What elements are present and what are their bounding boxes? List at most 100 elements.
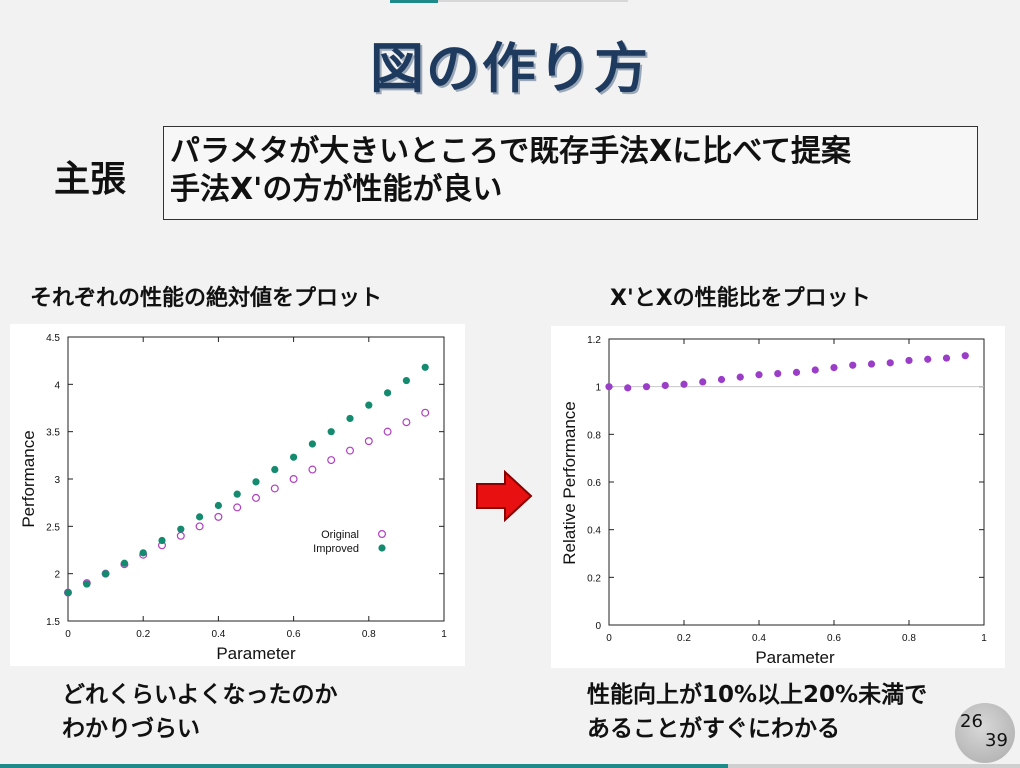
original-data-point [346,446,355,455]
y-tick-label: 1 [595,383,601,394]
relative-data-point [661,381,669,390]
original-data-point [176,531,185,540]
y-tick-label: 0.6 [587,478,601,489]
x-tick-label: 0 [65,629,71,640]
improved-data-point [346,414,354,423]
relative-data-point [849,361,857,369]
y-tick-label: 1.2 [587,335,601,346]
original-data-point [364,437,373,446]
legend-label-improved: Improved [313,543,359,555]
relative-data-point [624,384,632,392]
relative-performance-chart: 0 0.2 0.4 0.6 0.8 1 0 0.2 0.4 0.6 0.8 1 1.2 Paramete… [560,335,987,667]
legend-marker-original [378,530,387,539]
relative-data-point [924,355,932,363]
left-chart-panel: 0 0.2 0.4 0.6 0.8 1 1.5 2 2.5 3 3.5 4 4.5 Parameter … [10,324,465,666]
left-note-line-1: どれくらいよくなったのか [62,682,338,708]
original-data-point [289,475,298,484]
top-accent-bar [390,0,438,3]
y-tick-label: 0 [595,621,601,632]
legend-marker-improved [378,544,386,552]
improved-data-point [139,549,147,557]
relative-data-point [699,378,707,386]
improved-data-point [83,580,91,588]
slide-title: 図の作り方 [370,37,650,100]
x-tick-label: 0 [606,633,612,644]
x-tick-label: 1 [441,629,447,640]
y-tick-label: 0.4 [587,526,601,537]
y-tick-label: 3 [54,475,60,486]
y-tick-label: 1.5 [46,617,60,628]
relative-data-point [755,371,763,379]
x-axis-label: Parameter [216,644,296,663]
right-note-line-2: あることがすぐにわかる [587,716,840,742]
original-data-point [308,465,317,474]
y-tick-label: 4.5 [46,333,60,344]
relative-data-point [942,354,951,362]
x-tick-label: 0.8 [902,633,916,644]
improved-data-point [196,513,204,521]
improved-data-point [64,589,72,597]
improved-data-point [177,525,185,533]
y-axis-label: Performance [19,430,38,527]
page-badge [955,703,1015,763]
page-current: 26 [960,711,983,732]
footer-bar [728,764,1020,768]
right-chart-caption: X'とXの性能比をプロット [610,286,871,311]
y-tick-label: 4 [54,380,60,391]
relative-data-point [811,366,819,374]
x-tick-label: 0.6 [287,629,301,640]
right-chart-panel: 0 0.2 0.4 0.6 0.8 1 0 0.2 0.4 0.6 0.8 1 1.2 Paramete… [551,326,1005,668]
right-note-line-1: 性能向上が10%以上20%未満で [587,682,928,708]
x-tick-label: 0.4 [211,629,225,640]
right-note: 性能向上が10%以上20%未満で あることがすぐにわかる [587,678,927,746]
top-divider [438,0,628,2]
left-note: どれくらいよくなったのか わかりづらい [62,678,338,746]
improved-data-point [214,501,222,510]
improved-data-point [421,363,429,371]
relative-data-point [830,364,838,372]
x-tick-label: 0.2 [677,633,691,644]
performance-chart: 0 0.2 0.4 0.6 0.8 11.522.533.544.5 Parameter … [19,333,447,663]
footer-accent-bar [0,764,728,768]
x-tick-label: 0.2 [136,629,150,640]
claim-text-line-1: パラメタが大きいところで既存手法Xに比べて提案 [170,134,852,169]
original-data-point [270,484,279,493]
improved-data-point [384,389,392,397]
relative-data-point [605,383,613,391]
legend-label-original: Original [321,529,359,541]
original-data-point [195,522,204,531]
relative-data-point [717,375,726,384]
left-chart-caption: それぞれの性能の絶対値をプロット [30,286,383,311]
relative-data-point [792,368,801,376]
page-total: 39 [985,730,1008,751]
relative-data-point [961,352,969,360]
improved-data-point [120,559,128,567]
y-tick-label: 0.2 [587,573,601,584]
improved-data-point [271,465,279,474]
x-tick-label: 0.6 [827,633,841,644]
relative-data-point [736,373,744,381]
claim-label: 主張 [54,159,127,200]
relative-data-point [867,360,876,368]
relative-data-point [905,356,913,365]
x-tick-label: 1 [981,633,987,644]
original-data-point [383,427,392,436]
relative-data-point [680,380,688,388]
original-data-point [233,503,242,512]
improved-data-point [102,570,110,578]
improved-data-point [158,536,166,545]
y-tick-label: 2.5 [46,522,60,533]
right-arrow-icon [476,470,533,522]
y-tick-label: 3.5 [46,428,60,439]
improved-data-point [402,376,410,385]
relative-data-point [642,383,651,391]
improved-data-point [290,453,298,461]
x-axis-label: Parameter [755,648,835,667]
improved-data-point [233,490,241,498]
legend: Original Improved [313,529,387,555]
x-tick-label: 0.8 [362,629,376,640]
original-data-point [214,512,223,521]
improved-data-point [252,478,260,486]
original-data-point [421,408,430,417]
x-tick-label: 0.4 [752,633,766,644]
